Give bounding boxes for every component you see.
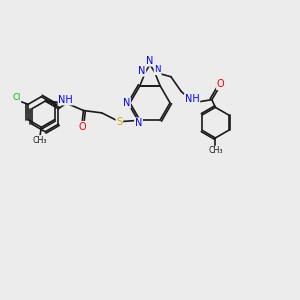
Text: S: S [116,117,122,127]
Text: N: N [146,56,154,66]
Text: N: N [154,65,161,74]
Text: NH: NH [58,94,73,105]
Text: N: N [135,118,142,128]
Text: CH₃: CH₃ [208,146,223,155]
Text: O: O [217,80,224,89]
Text: Cl: Cl [12,93,20,102]
Text: O: O [78,122,86,132]
Text: CH₃: CH₃ [33,136,47,145]
Text: NH: NH [185,94,200,104]
Text: N: N [123,98,130,108]
Text: N: N [138,66,146,76]
